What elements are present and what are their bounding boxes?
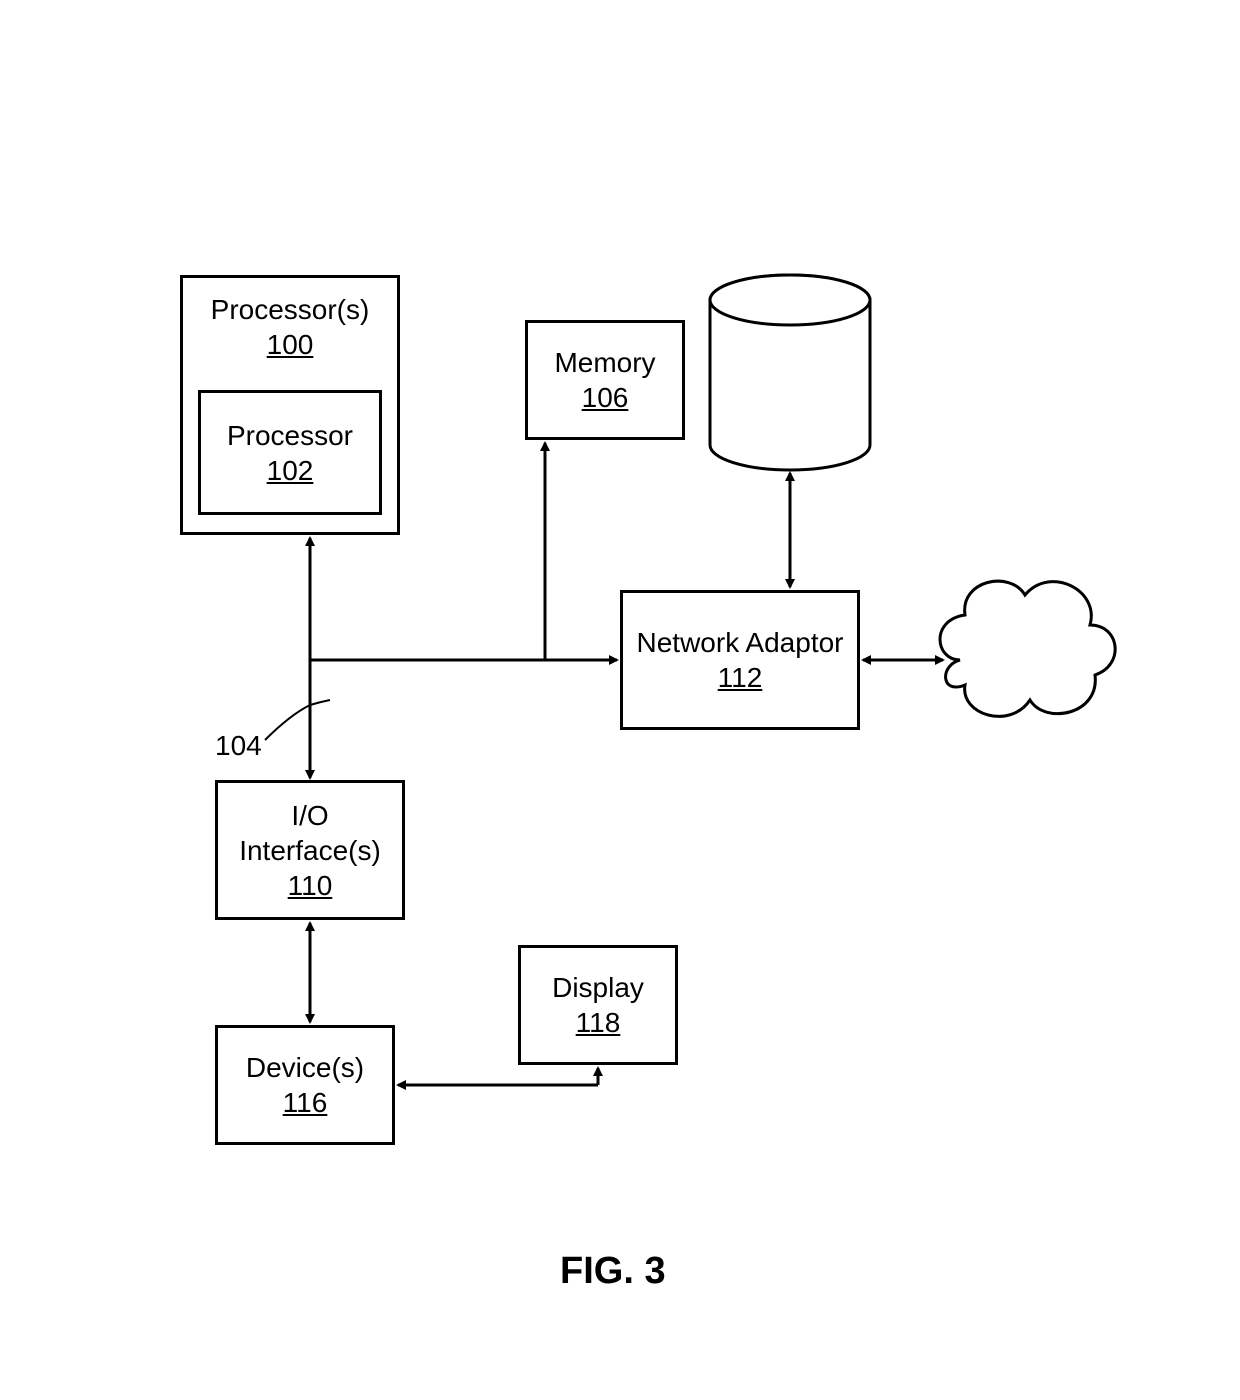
edges bbox=[0, 0, 1240, 1400]
shape-storage-cylinder bbox=[710, 275, 870, 470]
shape-network-cloud bbox=[940, 581, 1115, 716]
diagram-stage: Processor(s) 100 Processor 102 Memory 10… bbox=[0, 0, 1240, 1400]
